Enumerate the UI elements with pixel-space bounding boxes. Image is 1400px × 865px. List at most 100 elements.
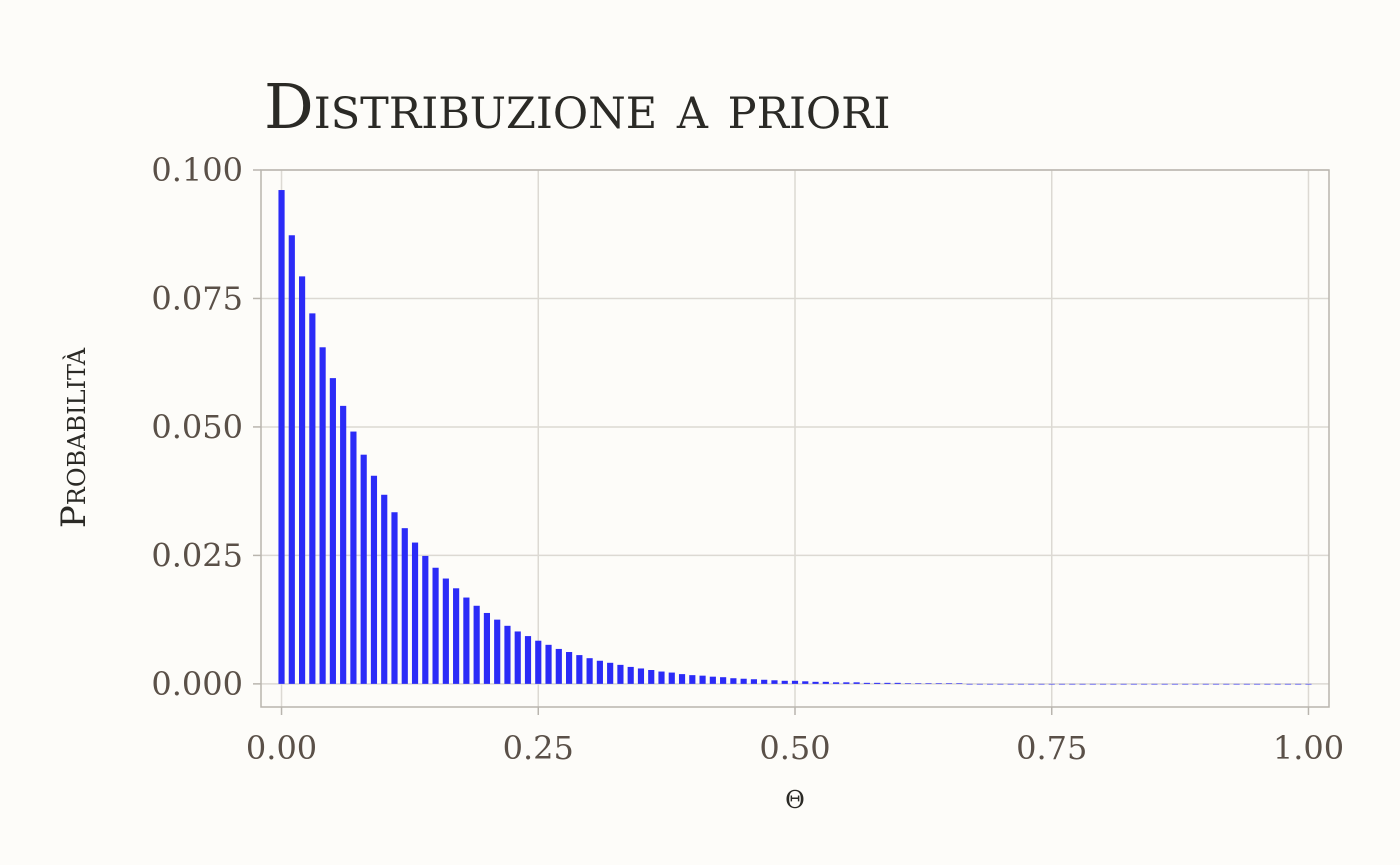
bar xyxy=(1141,683,1148,685)
bar xyxy=(360,454,367,684)
bar xyxy=(648,670,655,684)
bar xyxy=(1295,683,1302,685)
bar xyxy=(1274,683,1281,685)
bar xyxy=(483,612,491,684)
bar xyxy=(1089,683,1096,685)
bar xyxy=(278,190,285,684)
bar xyxy=(802,681,809,684)
bar xyxy=(1212,683,1220,685)
bar xyxy=(915,683,922,684)
bar xyxy=(596,660,603,684)
y-axis-ticks: 0.000 0.025 0.050 0.075 0.100 xyxy=(151,151,261,703)
bar xyxy=(1171,683,1179,685)
bar xyxy=(494,619,501,684)
bar xyxy=(1038,683,1045,685)
bar xyxy=(442,578,449,684)
bar xyxy=(822,681,829,684)
y-tick-label: 0.025 xyxy=(151,536,243,574)
bar xyxy=(453,588,460,684)
bar xyxy=(565,652,573,684)
bar xyxy=(987,683,994,685)
bar xyxy=(555,648,562,684)
bar xyxy=(781,680,788,684)
bar xyxy=(1254,683,1261,685)
bar xyxy=(340,405,347,684)
x-axis-ticks: 0.00 0.25 0.50 0.75 1.00 xyxy=(246,707,1344,767)
bar xyxy=(1007,683,1014,685)
bar xyxy=(1120,683,1127,685)
bar xyxy=(607,662,614,684)
bar xyxy=(535,640,542,684)
bar xyxy=(1151,683,1158,685)
gridlines xyxy=(261,169,1329,707)
bar xyxy=(730,678,737,684)
y-tick-label: 0.000 xyxy=(151,665,243,703)
bar xyxy=(925,683,932,684)
bar xyxy=(1182,683,1189,685)
bar xyxy=(401,528,408,684)
bar xyxy=(709,676,716,684)
bar xyxy=(309,313,316,684)
bar xyxy=(1233,683,1240,685)
bar xyxy=(524,636,532,684)
bar xyxy=(956,683,963,684)
bar xyxy=(329,378,336,684)
bar xyxy=(627,666,634,684)
bar xyxy=(288,235,295,684)
bar xyxy=(689,675,696,684)
bar xyxy=(935,683,942,684)
bar xyxy=(298,276,306,684)
bar xyxy=(863,682,870,684)
y-tick-label: 0.050 xyxy=(151,408,243,446)
bar xyxy=(370,475,378,684)
bar xyxy=(1243,683,1250,685)
bar xyxy=(678,674,686,684)
bar xyxy=(319,347,326,684)
bar xyxy=(1130,683,1137,685)
bar xyxy=(1223,683,1230,685)
bar xyxy=(463,597,470,684)
bar xyxy=(545,644,552,684)
x-axis-title: θ xyxy=(785,777,805,817)
bar xyxy=(904,683,912,684)
x-tick-label: 0.50 xyxy=(759,729,830,767)
bar xyxy=(1048,683,1055,685)
bar xyxy=(1058,683,1066,685)
bar xyxy=(832,682,840,684)
bar xyxy=(874,682,881,684)
bar xyxy=(1264,683,1271,685)
bar xyxy=(514,631,521,684)
bar xyxy=(668,672,675,684)
bar xyxy=(853,682,860,684)
bar xyxy=(966,683,973,685)
bar xyxy=(945,683,953,684)
x-tick-label: 0.25 xyxy=(503,729,574,767)
bar xyxy=(812,681,819,684)
bar xyxy=(1069,683,1076,685)
bar xyxy=(411,542,419,684)
bar xyxy=(1028,683,1035,685)
bar xyxy=(1202,683,1209,685)
bar xyxy=(699,675,706,684)
bar xyxy=(1110,683,1117,685)
bar xyxy=(381,494,388,684)
bar xyxy=(637,668,645,684)
bar xyxy=(884,682,891,684)
bar xyxy=(791,680,799,684)
bar xyxy=(658,671,665,684)
y-tick-label: 0.075 xyxy=(151,279,243,317)
bar xyxy=(894,682,901,684)
bar xyxy=(740,678,747,684)
bar xyxy=(1305,683,1312,685)
bar xyxy=(422,555,429,684)
bar xyxy=(843,682,850,684)
bar xyxy=(350,431,357,684)
y-tick-label: 0.100 xyxy=(151,151,243,189)
y-axis-title: Probabilità xyxy=(54,347,94,528)
bar xyxy=(997,683,1004,685)
x-tick-label: 0.75 xyxy=(1016,729,1087,767)
chart-title: Distribuzione a priori xyxy=(264,70,891,143)
bar xyxy=(586,658,593,684)
bar xyxy=(576,655,583,684)
bar xyxy=(1099,683,1107,685)
